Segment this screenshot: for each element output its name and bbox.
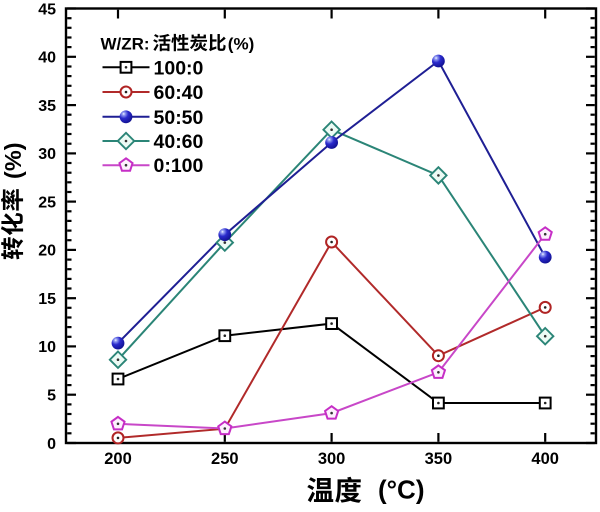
svg-text:15: 15: [38, 291, 56, 308]
svg-text:10: 10: [38, 339, 56, 356]
svg-text:30: 30: [38, 146, 56, 163]
svg-text:300: 300: [318, 450, 346, 468]
svg-text:60:40: 60:40: [154, 82, 204, 104]
svg-text:20: 20: [38, 243, 56, 260]
svg-text:40:60: 40:60: [154, 131, 204, 153]
svg-text:200: 200: [104, 450, 132, 468]
svg-text:25: 25: [38, 194, 56, 211]
svg-text:250: 250: [211, 450, 239, 468]
svg-text:40: 40: [38, 50, 56, 67]
svg-text:50:50: 50:50: [154, 107, 204, 129]
svg-text:(%): (%): [0, 142, 26, 179]
svg-text:100:0: 100:0: [154, 57, 204, 79]
svg-text:350: 350: [425, 450, 453, 468]
svg-text:45: 45: [38, 1, 56, 18]
svg-text:0:100: 0:100: [154, 155, 204, 177]
svg-text:(°C): (°C): [378, 475, 425, 505]
svg-text:5: 5: [47, 388, 56, 405]
svg-text:400: 400: [531, 450, 559, 468]
svg-text:35: 35: [38, 98, 56, 115]
svg-text:W/ZR:: W/ZR:: [101, 35, 150, 54]
svg-text:(%): (%): [228, 35, 254, 54]
svg-text:0: 0: [47, 436, 56, 453]
